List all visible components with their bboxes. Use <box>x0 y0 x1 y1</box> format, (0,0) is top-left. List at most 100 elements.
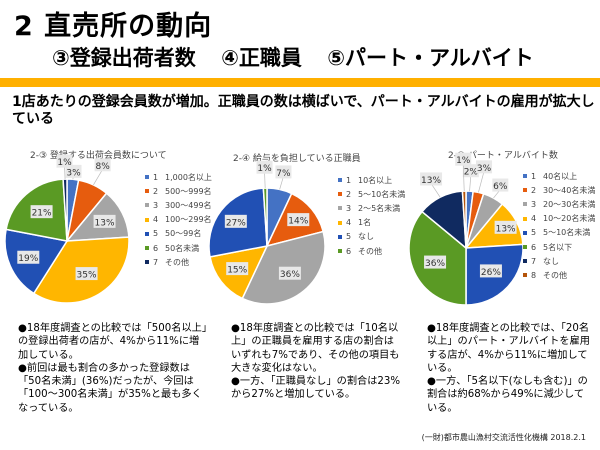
legend-label: 1,000名以上 <box>165 172 212 182</box>
legend-number: 2 <box>153 186 159 196</box>
data-label-bg <box>275 165 292 179</box>
data-label: 13% <box>95 218 115 228</box>
pie-chart-full-time-staff: 2-④ 給与を負担している正職員 7% 14% 36% 15% 27% 1% 1 10名以上… <box>205 148 405 318</box>
legend-number: 5 <box>346 232 352 242</box>
data-label: 1% <box>456 156 471 166</box>
leader-line <box>93 169 103 186</box>
legend-item: 1 10名以上 <box>338 173 405 187</box>
page-subtitle: ③登録出荷者数 ④正職員 ⑤パート・アルバイト <box>52 42 552 72</box>
data-label-bg <box>492 178 509 192</box>
legend-number: 6 <box>346 246 352 256</box>
legend-item: 5 なし <box>338 230 405 244</box>
data-label: 7% <box>276 169 291 179</box>
legend-label: 300〜499名 <box>165 200 212 210</box>
data-label: 3% <box>66 168 81 178</box>
legend-item: 4 100〜299名 <box>145 213 212 227</box>
data-label: 3% <box>477 164 492 174</box>
data-label: 2% <box>464 168 479 178</box>
leader-line <box>430 183 441 198</box>
note-line: ●一方、「5名以下(なしも含む)」の割合は約68%から49%に減少している。 <box>427 376 588 414</box>
data-label-bg <box>476 160 493 174</box>
legend-item: 2 500〜999名 <box>145 184 212 198</box>
legend-item: 8 その他 <box>523 268 595 282</box>
legend-swatch <box>523 230 527 235</box>
chart-legend: 1 1,000名以上 2 500〜999名 3 300〜499名 4 100〜299名 5 50〜… <box>145 170 212 269</box>
legend-number: 2 <box>531 185 537 195</box>
legend-swatch <box>145 189 149 194</box>
legend-number: 3 <box>346 203 352 213</box>
legend-label: なし <box>543 256 559 266</box>
legend-item: 5 5〜10名未満 <box>523 226 595 240</box>
data-label-bg <box>226 262 249 276</box>
legend-item: 7 その他 <box>145 255 212 269</box>
data-label-bg <box>94 158 111 172</box>
legend-swatch <box>338 220 342 225</box>
data-label-bg <box>256 160 273 174</box>
legend-number: 4 <box>153 215 159 225</box>
legend-label: 10名以上 <box>358 175 393 185</box>
legend-swatch <box>338 206 342 211</box>
legend-swatch <box>523 202 527 207</box>
legend-swatch <box>338 249 342 254</box>
legend-label: その他 <box>165 257 189 267</box>
pie-svg: 3% 8% 13% 35% 19% 21% 1% <box>4 154 130 304</box>
legend-number: 1 <box>346 175 352 185</box>
legend-item: 4 10〜20名未満 <box>523 212 595 226</box>
data-label-bg <box>455 152 472 166</box>
data-label: 13% <box>421 176 441 186</box>
data-label-bg <box>494 220 517 234</box>
legend-label: 5名以下 <box>543 242 573 252</box>
pie-svg: 7% 14% 36% 15% 27% 1% <box>208 160 326 305</box>
leader-line <box>462 163 465 192</box>
data-label-bg <box>420 172 443 186</box>
data-label-bg <box>424 255 447 269</box>
note-line: ●前回は最も割合の多かった登録数は「50名未満」(36%)だったが、今回は「10… <box>18 362 202 414</box>
legend-item: 3 20〜30名未満 <box>523 197 595 211</box>
summary-text: 1店あたりの登録会員数が増加。正職員の数は横ばいで、パート・アルバイトの雇用が拡… <box>12 94 595 127</box>
legend-label: 50〜99名 <box>165 229 202 239</box>
legend-number: 8 <box>531 270 537 280</box>
legend-label: 1名 <box>358 218 372 228</box>
data-label: 21% <box>32 209 52 219</box>
legend-item: 4 1名 <box>338 216 405 230</box>
legend-number: 5 <box>531 228 537 238</box>
legend-label: その他 <box>358 246 382 256</box>
legend-swatch <box>523 273 527 278</box>
data-label: 15% <box>227 266 247 276</box>
legend-swatch <box>145 217 149 222</box>
data-label: 19% <box>18 254 38 264</box>
legend-swatch <box>145 246 149 251</box>
pie-svg: 2%3%6% 13% 26% 36% 13% 1% <box>408 152 524 306</box>
data-label: 27% <box>226 218 246 228</box>
legend-swatch <box>523 174 527 179</box>
pie-chart-registered-members: 2-③ 登録する出荷会員数について 3% 8% 13% 35% 19% 21% 1% 1 1,… <box>0 148 212 318</box>
legend-label: 5〜10名未満 <box>543 228 591 238</box>
legend-item: 3 300〜499名 <box>145 198 212 212</box>
data-label-bg <box>17 250 40 264</box>
legend-number: 5 <box>153 229 159 239</box>
legend-label: 50名未満 <box>165 243 200 253</box>
legend-label: 2〜5名未満 <box>358 203 401 213</box>
legend-swatch <box>338 178 342 183</box>
pie-slice-8 <box>461 190 467 249</box>
legend-label: 5〜10名未満 <box>358 189 406 199</box>
legend-item: 6 50名未満 <box>145 241 212 255</box>
data-label: 36% <box>425 259 445 269</box>
chart-title: 2-④ 給与を負担している正職員 <box>233 154 361 164</box>
note-line: ●18年度調査との比較では「10名以上」の正職員を雇用する店の割合はいずれも7%… <box>231 323 400 374</box>
legend-number: 6 <box>153 243 159 253</box>
leader-line <box>64 165 66 180</box>
data-label-bg <box>30 205 53 219</box>
chart-title: 2-③ 登録する出荷会員数について <box>30 151 167 161</box>
legend-label: なし <box>358 232 374 242</box>
data-label: 26% <box>481 268 501 278</box>
legend-number: 3 <box>531 199 537 209</box>
legend-number: 1 <box>153 172 159 182</box>
legend-swatch <box>523 259 527 264</box>
legend-number: 4 <box>346 218 352 228</box>
legend-swatch <box>338 234 342 239</box>
legend-number: 7 <box>153 257 159 267</box>
legend-label: 30〜40名未満 <box>543 185 596 195</box>
data-label-bg <box>479 264 502 278</box>
legend-number: 1 <box>531 171 537 181</box>
